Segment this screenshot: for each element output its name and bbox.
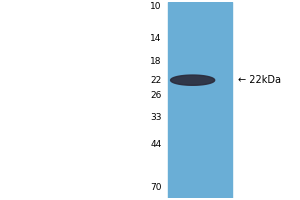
- Text: 14: 14: [150, 34, 162, 43]
- Polygon shape: [171, 75, 215, 85]
- Text: kDa: kDa: [144, 0, 162, 1]
- Text: 44: 44: [151, 140, 162, 149]
- Bar: [168, 2, 232, 198]
- Text: 10: 10: [150, 2, 162, 11]
- Text: 33: 33: [150, 113, 162, 122]
- Text: 18: 18: [150, 57, 162, 66]
- Text: 26: 26: [150, 91, 162, 100]
- Text: 22: 22: [151, 76, 162, 85]
- Text: ← 22kDa: ← 22kDa: [238, 75, 281, 85]
- Text: 70: 70: [150, 183, 162, 192]
